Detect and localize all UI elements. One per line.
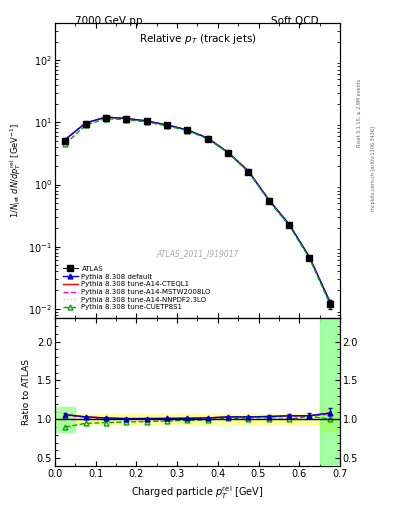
Text: 7000 GeV pp: 7000 GeV pp [75,16,142,27]
Bar [55,412,75,427]
Text: ATLAS_2011_I919017: ATLAS_2011_I919017 [156,249,239,258]
X-axis label: Charged particle $p_T^\mathrm{rel}$ [GeV]: Charged particle $p_T^\mathrm{rel}$ [GeV… [131,484,264,501]
Bar [320,318,340,464]
Text: mcplots.cern.ch [arXiv:1306.3436]: mcplots.cern.ch [arXiv:1306.3436] [371,126,376,211]
Bar [320,408,340,431]
Y-axis label: $1/N_\mathrm{jet}\ dN/dp_T^\mathrm{rel}\ [\mathrm{GeV}^{-1}]$: $1/N_\mathrm{jet}\ dN/dp_T^\mathrm{rel}\… [8,123,23,218]
Y-axis label: Ratio to ATLAS: Ratio to ATLAS [22,359,31,425]
Bar [55,407,75,432]
Text: Soft QCD: Soft QCD [271,16,318,27]
Text: Relative $p_T$ (track jets): Relative $p_T$ (track jets) [139,32,256,46]
Text: Rivet 3.1.10, ≥ 2.9M events: Rivet 3.1.10, ≥ 2.9M events [357,78,362,147]
Legend: ATLAS, Pythia 8.308 default, Pythia 8.308 tune-A14-CTEQL1, Pythia 8.308 tune-A14: ATLAS, Pythia 8.308 default, Pythia 8.30… [61,264,212,312]
Bar [75,414,320,424]
